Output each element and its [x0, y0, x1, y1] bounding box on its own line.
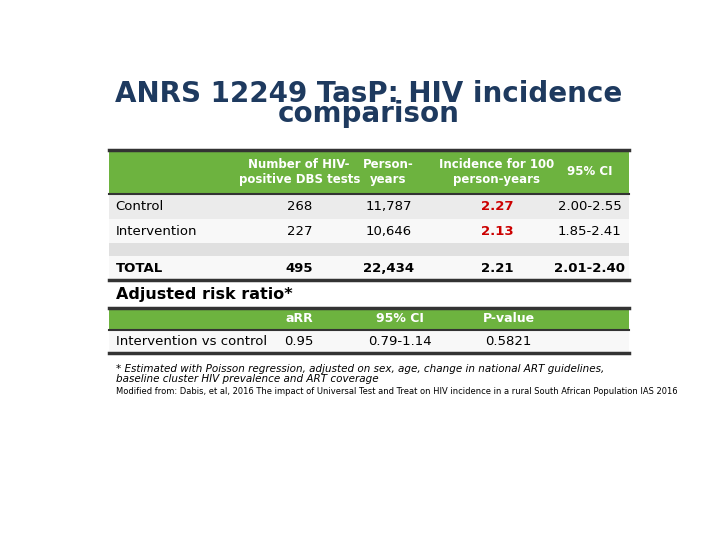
Text: 22,434: 22,434	[363, 261, 414, 274]
Text: P-value: P-value	[482, 313, 534, 326]
Text: 11,787: 11,787	[365, 200, 412, 213]
Text: 0.5821: 0.5821	[485, 335, 531, 348]
Bar	[109, 256, 629, 280]
Text: 227: 227	[287, 225, 312, 238]
Bar	[109, 219, 629, 244]
Text: Intervention vs control: Intervention vs control	[116, 335, 266, 348]
Text: * Estimated with Poisson regression, adjusted on sex, age, change in national AR: * Estimated with Poisson regression, adj…	[116, 363, 604, 374]
Bar	[109, 150, 629, 194]
Text: 95% CI: 95% CI	[376, 313, 424, 326]
Text: Number of HIV-
positive DBS tests: Number of HIV- positive DBS tests	[238, 158, 360, 186]
Text: 1.85-2.41: 1.85-2.41	[558, 225, 622, 238]
Text: comparison: comparison	[278, 100, 460, 128]
Text: 0.95: 0.95	[284, 335, 314, 348]
Text: 268: 268	[287, 200, 312, 213]
Text: 2.01-2.40: 2.01-2.40	[554, 261, 626, 274]
Text: Modified from: Dabis, et al, 2016 The impact of Universal Test and Treat on HIV : Modified from: Dabis, et al, 2016 The im…	[116, 387, 678, 396]
Text: Adjusted risk ratio*: Adjusted risk ratio*	[116, 287, 292, 302]
Text: TOTAL: TOTAL	[116, 261, 163, 274]
Text: 0.79-1.14: 0.79-1.14	[368, 335, 432, 348]
Text: 10,646: 10,646	[365, 225, 411, 238]
Bar	[109, 194, 629, 219]
Text: 95% CI: 95% CI	[567, 165, 613, 178]
Text: 2.21: 2.21	[481, 261, 513, 274]
Text: Incidence for 100
person-years: Incidence for 100 person-years	[439, 158, 554, 186]
Text: Intervention: Intervention	[116, 225, 197, 238]
Text: 2.13: 2.13	[480, 225, 513, 238]
Bar	[109, 244, 629, 256]
Bar	[109, 308, 629, 330]
Text: 495: 495	[286, 261, 313, 274]
Text: Control: Control	[116, 200, 164, 213]
Text: baseline cluster HIV prevalence and ART coverage: baseline cluster HIV prevalence and ART …	[116, 374, 378, 383]
Text: 2.00-2.55: 2.00-2.55	[558, 200, 622, 213]
Text: Person-
years: Person- years	[363, 158, 414, 186]
Text: ANRS 12249 TasP: HIV incidence: ANRS 12249 TasP: HIV incidence	[115, 80, 623, 108]
Text: 2.27: 2.27	[481, 200, 513, 213]
Text: aRR: aRR	[285, 313, 313, 326]
Bar	[109, 330, 629, 353]
